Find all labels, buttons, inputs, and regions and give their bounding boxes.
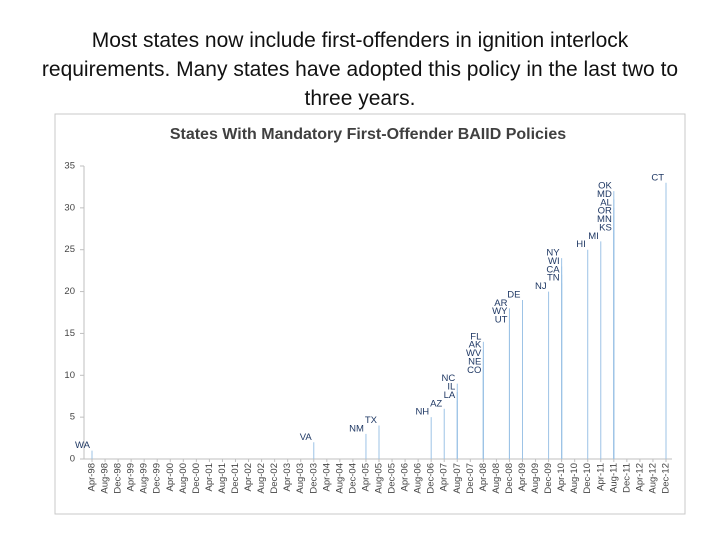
x-tick-label: Aug-02 (256, 463, 267, 494)
point-label: WI (548, 256, 560, 267)
x-tick-label: Dec-08 (504, 463, 515, 494)
x-tick-label: Dec-01 (230, 463, 241, 494)
x-tick-label: Apr-05 (360, 463, 371, 492)
x-tick-label: Dec-00 (191, 463, 202, 494)
x-tick-label: Dec-06 (426, 463, 437, 494)
x-tick-label: Aug-08 (491, 463, 502, 494)
point-label: NH (415, 407, 429, 418)
point-label: NE (468, 356, 481, 367)
point-label: NY (546, 248, 560, 259)
x-tick-label: Aug-11 (608, 463, 619, 493)
point-label: NM (349, 423, 364, 434)
x-tick-label: Apr-12 (634, 463, 645, 492)
x-tick-label: Aug-09 (530, 463, 541, 494)
x-tick-label: Apr-06 (400, 463, 411, 492)
x-tick-label: Aug-00 (178, 463, 189, 494)
x-tick-label: Aug-05 (374, 463, 385, 494)
point-label: WY (492, 306, 508, 317)
chart-frame (54, 113, 686, 515)
point-label: NJ (535, 281, 547, 292)
point-label: NC (442, 373, 456, 384)
x-tick-label: Aug-04 (334, 463, 345, 494)
x-tick-label: Dec-99 (152, 463, 163, 494)
x-tick-label: Aug-12 (647, 463, 658, 494)
point-label: MN (597, 214, 612, 225)
x-tick-label: Apr-08 (478, 463, 489, 492)
x-tick-label: Dec-09 (543, 463, 554, 494)
point-label: WV (466, 348, 482, 359)
point-label: OK (598, 181, 612, 192)
slide-title: Most states now include first-offenders … (41, 29, 679, 110)
point-label: KS (599, 222, 612, 233)
point-label: TN (547, 273, 560, 284)
point-label: MI (588, 231, 599, 242)
x-tick-label: Aug-07 (452, 463, 463, 494)
point-label: MD (597, 189, 612, 200)
x-tick-label: Apr-99 (126, 463, 137, 492)
x-tick-label: Dec-98 (113, 463, 124, 494)
x-tick-label: Dec-10 (582, 463, 593, 494)
x-tick-label: Apr-03 (282, 463, 293, 492)
point-label: UT (495, 315, 508, 326)
point-label: AZ (430, 398, 442, 409)
point-label: FL (470, 331, 481, 342)
y-tick-label: 35 (64, 161, 75, 172)
x-tick-label: Apr-10 (556, 463, 567, 492)
y-tick-label: 25 (64, 244, 75, 255)
point-label: LA (444, 390, 456, 401)
y-tick-label: 5 (70, 412, 75, 423)
x-tick-label: Apr-98 (87, 463, 98, 492)
x-tick-label: Aug-99 (139, 463, 150, 494)
x-tick-label: Aug-98 (100, 463, 111, 494)
point-label: VA (300, 432, 313, 443)
point-label: WA (75, 440, 91, 451)
x-tick-label: Apr-04 (321, 463, 332, 492)
point-label: AL (600, 197, 612, 208)
y-tick-label: 10 (64, 370, 75, 381)
x-tick-label: Dec-05 (387, 463, 398, 494)
x-tick-label: Dec-12 (661, 463, 672, 494)
point-label: AR (494, 298, 507, 309)
point-label: CO (467, 365, 481, 376)
x-tick-label: Apr-02 (243, 463, 254, 492)
point-label: DE (507, 289, 520, 300)
x-tick-label: Aug-10 (569, 463, 580, 494)
x-tick-label: Dec-03 (308, 463, 319, 494)
y-tick-label: 0 (70, 454, 75, 465)
x-tick-label: Apr-07 (439, 463, 450, 492)
x-tick-label: Aug-06 (413, 463, 424, 494)
point-label: TX (365, 415, 378, 426)
y-tick-label: 30 (64, 202, 75, 213)
chart-title: States With Mandatory First-Offender BAI… (170, 126, 566, 143)
y-tick-label: 15 (64, 328, 75, 339)
x-tick-label: Dec-02 (269, 463, 280, 494)
x-tick-label: Apr-00 (165, 463, 176, 492)
point-label: CA (546, 264, 560, 275)
point-label: AK (469, 340, 482, 351)
point-label: CT (651, 172, 664, 183)
x-tick-label: Aug-01 (217, 463, 228, 494)
x-tick-label: Dec-04 (347, 463, 358, 494)
x-tick-label: Dec-07 (465, 463, 476, 494)
point-label: HI (576, 239, 586, 250)
x-tick-label: Apr-09 (517, 463, 528, 492)
x-tick-label: Dec-11 (621, 463, 632, 493)
y-tick-label: 20 (64, 286, 75, 297)
x-tick-label: Aug-03 (295, 463, 306, 494)
x-tick-label: Apr-01 (204, 463, 215, 492)
x-tick-label: Apr-11 (595, 463, 606, 491)
point-label: OR (598, 206, 612, 217)
point-label: IL (447, 382, 455, 393)
